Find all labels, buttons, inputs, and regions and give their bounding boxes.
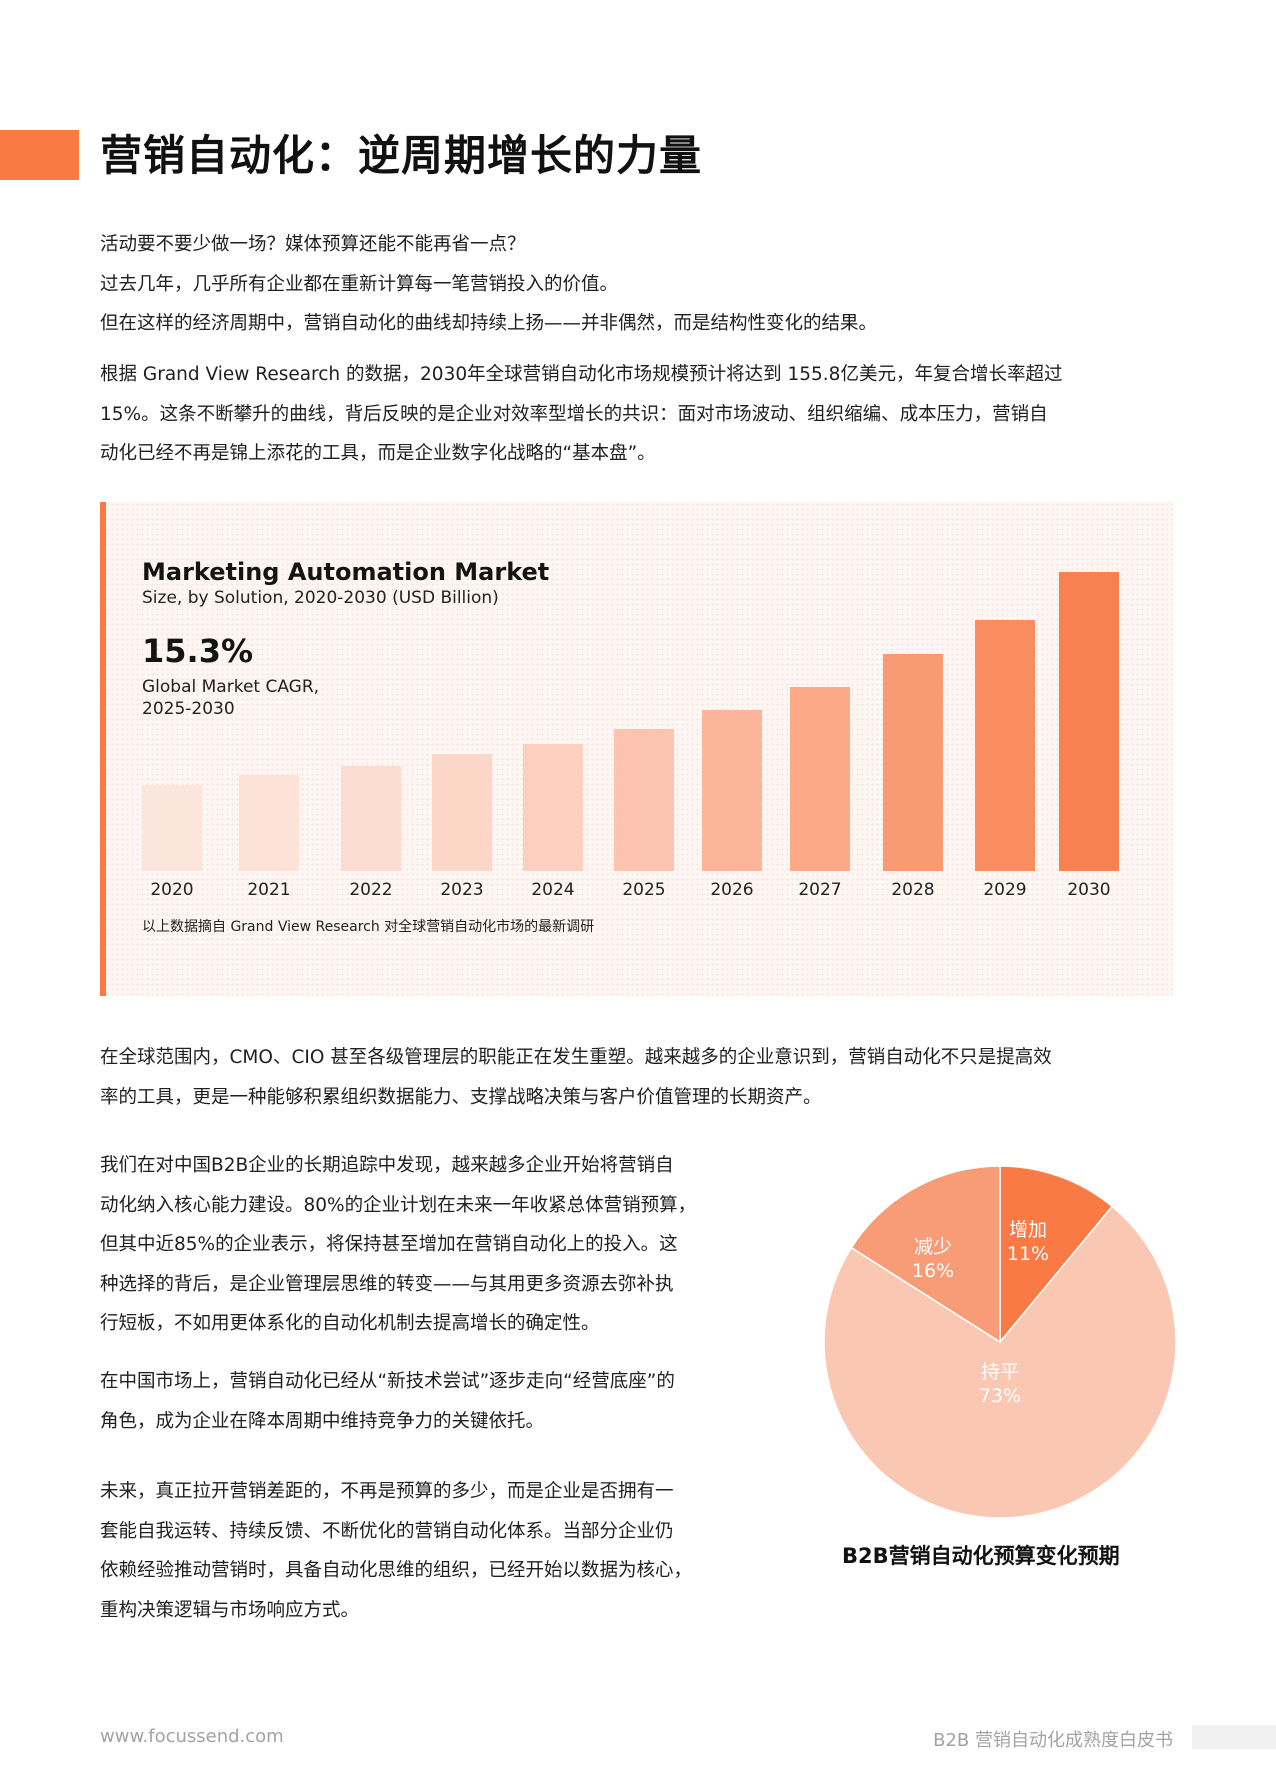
pie-label-text: 减少 <box>913 1236 952 1258</box>
chart-subtitle: Size, by Solution, 2020-2030 (USD Billio… <box>142 588 499 608</box>
pie-label-text: 增加 <box>1008 1219 1047 1241</box>
future-line: 依赖经验推动营销时，具备自动化思维的组织，已经开始以数据为核心， <box>100 1560 693 1581</box>
future-line: 套能自我运转、持续反馈、不断优化的营销自动化体系。当部分企业仍 <box>100 1520 674 1542</box>
pie-label-value: 11% <box>1006 1243 1050 1265</box>
pie-slice-1 <box>823 1205 1177 1519</box>
bar-2021 <box>239 775 299 871</box>
intro-paragraph: 活动要不要少做一场？媒体预算还能不能再省一点？ 过去几年，几乎所有企业都在重新计… <box>100 225 1180 344</box>
pie-label-increase: 增加 11% <box>988 1218 1068 1266</box>
market-chart-panel: Marketing Automation Market Size, by Sol… <box>100 502 1173 996</box>
bar-label: 2021 <box>247 880 291 900</box>
bar-2026 <box>702 710 762 871</box>
bar-label: 2025 <box>622 880 666 900</box>
pie-caption: B2B营销自动化预算变化预期 <box>842 1544 1120 1568</box>
bar-2023 <box>432 754 492 871</box>
research-line: 15%。这条不断攀升的曲线，背后反映的是企业对效率型增长的共识：面对市场波动、组… <box>100 403 1048 425</box>
bar-label: 2024 <box>531 880 575 900</box>
bar-label: 2029 <box>983 880 1027 900</box>
research-paragraph: 根据 Grand View Research 的数据，2030年全球营销自动化市… <box>100 355 1180 474</box>
bar-label: 2026 <box>710 880 754 900</box>
bar-label: 2027 <box>798 880 842 900</box>
cagr-value: 15.3% <box>142 632 254 670</box>
bar-2022 <box>341 766 401 871</box>
china-line: 但其中近85%的企业表示，将保持甚至增加在营销自动化上的投入。这 <box>100 1234 678 1255</box>
market-paragraph: 在中国市场上，营销自动化已经从“新技术尝试”逐步走向“经营底座”的 角色，成为企… <box>100 1362 760 1441</box>
footer-page-tab <box>1192 1725 1276 1749</box>
footer-website: www.focussend.com <box>100 1726 284 1747</box>
research-line: 动化已经不再是锦上添花的工具，而是企业数字化战略的“基本盘”。 <box>100 443 656 464</box>
bar-label: 2020 <box>150 880 194 900</box>
bar-2029 <box>975 620 1035 871</box>
bar-2028 <box>883 654 943 871</box>
pie-label-value: 73% <box>978 1385 1022 1407</box>
chart-accent-bar <box>100 502 106 996</box>
global-line: 率的工具，更是一种能够积累组织数据能力、支撑战略决策与客户价值管理的长期资产。 <box>100 1086 822 1108</box>
future-paragraph: 未来，真正拉开营销差距的，不再是预算的多少，而是企业是否拥有一 套能自我运转、持… <box>100 1472 760 1630</box>
pie-label-text: 持平 <box>980 1361 1019 1383</box>
bar-2025 <box>614 729 674 871</box>
intro-line: 过去几年，几乎所有企业都在重新计算每一笔营销投入的价值。 <box>100 273 619 295</box>
title-accent-block <box>0 130 79 180</box>
bar-label: 2030 <box>1067 880 1111 900</box>
china-paragraph: 我们在对中国B2B企业的长期追踪中发现，越来越多企业开始将营销自 动化纳入核心能… <box>100 1146 760 1344</box>
bar-2024 <box>523 744 583 871</box>
pie-label-value: 16% <box>911 1260 955 1282</box>
budget-pie-chart: 增加 11% 持平 73% 减少 16% <box>820 1164 1180 1524</box>
bar-label: 2023 <box>440 880 484 900</box>
research-line: 根据 Grand View Research 的数据，2030年全球营销自动化市… <box>100 364 1063 385</box>
page-title: 营销自动化：逆周期增长的力量 <box>100 131 703 180</box>
intro-line: 活动要不要少做一场？媒体预算还能不能再省一点？ <box>100 234 526 255</box>
future-line: 未来，真正拉开营销差距的，不再是预算的多少，而是企业是否拥有一 <box>100 1481 674 1502</box>
pie-label-decrease: 减少 16% <box>893 1235 973 1283</box>
china-line: 动化纳入核心能力建设。80%的企业计划在未来一年收紧总体营销预算， <box>100 1194 697 1216</box>
global-line: 在全球范围内，CMO、CIO 甚至各级管理层的职能正在发生重塑。越来越多的企业意… <box>100 1047 1052 1068</box>
cagr-label: Global Market CAGR, 2025-2030 <box>142 677 320 719</box>
footer-doc-title: B2B 营销自动化成熟度白皮书 <box>933 1730 1173 1751</box>
future-line: 重构决策逻辑与市场响应方式。 <box>100 1599 360 1621</box>
market-line: 角色，成为企业在降本周期中维持竞争力的关键依托。 <box>100 1410 545 1432</box>
market-line: 在中国市场上，营销自动化已经从“新技术尝试”逐步走向“经营底座”的 <box>100 1371 675 1392</box>
china-line: 种选择的背后，是企业管理层思维的转变——与其用更多资源去弥补执 <box>100 1273 674 1295</box>
chart-source-note: 以上数据摘自 Grand View Research 对全球营销自动化市场的最新… <box>142 919 595 935</box>
global-paragraph: 在全球范围内，CMO、CIO 甚至各级管理层的职能正在发生重塑。越来越多的企业意… <box>100 1038 1180 1117</box>
china-line: 行短板，不如用更体系化的自动化机制去提高增长的确定性。 <box>100 1313 600 1334</box>
bar-2030 <box>1059 572 1119 871</box>
bar-2027 <box>790 687 850 871</box>
intro-line: 但在这样的经济周期中，营销自动化的曲线却持续上扬——并非偶然，而是结构性变化的结… <box>100 313 878 334</box>
chart-title: Marketing Automation Market <box>142 558 550 586</box>
pie-slice-2 <box>850 1165 1001 1344</box>
pie-label-flat: 持平 73% <box>960 1360 1040 1408</box>
pie-slice-0 <box>999 1165 1114 1345</box>
pie-graphic <box>823 1165 1177 1519</box>
china-line: 我们在对中国B2B企业的长期追踪中发现，越来越多企业开始将营销自 <box>100 1155 674 1176</box>
bar-2020 <box>142 785 202 871</box>
bar-label: 2022 <box>349 880 393 900</box>
bar-label: 2028 <box>891 880 935 900</box>
